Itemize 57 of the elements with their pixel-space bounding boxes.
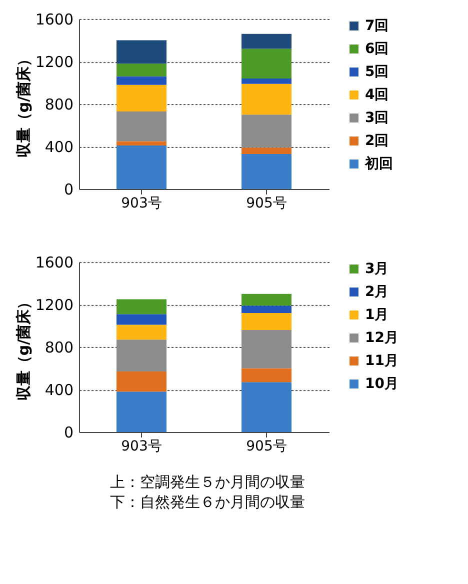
bar bbox=[242, 294, 292, 306]
x-tick-label: 905号 bbox=[246, 438, 287, 454]
legend-label: 初回 bbox=[364, 155, 393, 172]
bar bbox=[116, 76, 166, 85]
y-axis-title: 収量（g/菌床） bbox=[14, 51, 32, 158]
legend-label: 4回 bbox=[365, 87, 389, 103]
bar bbox=[242, 114, 292, 148]
bar bbox=[116, 340, 166, 372]
bar bbox=[116, 314, 166, 325]
bar bbox=[242, 148, 292, 154]
bar bbox=[116, 40, 166, 64]
legend-label: 1月 bbox=[365, 307, 389, 323]
bar bbox=[116, 371, 166, 392]
bar bbox=[116, 111, 166, 142]
legend-label: 5回 bbox=[365, 64, 389, 80]
bar bbox=[242, 306, 292, 313]
bar bbox=[116, 64, 166, 76]
legend-label: 7回 bbox=[365, 18, 389, 34]
y-tick-label: 1600 bbox=[35, 254, 74, 272]
bar bbox=[242, 382, 292, 432]
bar bbox=[242, 84, 292, 115]
text: 2月 bbox=[365, 284, 389, 300]
y-tick-label: 1600 bbox=[35, 10, 74, 28]
legend-label: 12月 bbox=[365, 330, 398, 346]
y-axis-title: 収量（g/菌床） bbox=[14, 294, 32, 401]
legend-label: 10月 bbox=[365, 376, 398, 392]
bar bbox=[116, 141, 166, 146]
y-tick-label: 1200 bbox=[35, 53, 74, 71]
y-tick-label: 400 bbox=[44, 138, 74, 156]
bar bbox=[242, 78, 292, 84]
bar bbox=[116, 299, 166, 314]
bar bbox=[116, 324, 166, 340]
bar bbox=[242, 330, 292, 368]
bar bbox=[242, 34, 292, 49]
bar bbox=[242, 154, 292, 189]
legend-label: 6回 bbox=[365, 41, 389, 57]
text: 3月 bbox=[365, 261, 389, 277]
y-tick-label: 1200 bbox=[35, 296, 74, 314]
bar bbox=[116, 84, 166, 112]
y-tick-label: 800 bbox=[44, 338, 74, 356]
text: 上：空調発生５か月間の収量 bbox=[110, 473, 305, 491]
y-tick-label: 800 bbox=[44, 96, 74, 114]
bar bbox=[116, 392, 166, 432]
bar bbox=[242, 313, 292, 330]
y-tick-label: 400 bbox=[44, 381, 74, 399]
bar bbox=[242, 368, 292, 382]
legend-label: 2回 bbox=[365, 133, 389, 149]
y-tick-label: 0 bbox=[64, 424, 74, 442]
bar bbox=[116, 145, 166, 189]
bar bbox=[242, 48, 292, 78]
legend-label: 11月 bbox=[365, 353, 398, 369]
y-tick-label: 0 bbox=[64, 180, 74, 198]
x-tick-label: 903号 bbox=[121, 438, 162, 454]
legend-label: 3回 bbox=[365, 110, 389, 126]
x-tick-label: 905号 bbox=[246, 196, 287, 212]
text: 下：自然発生６か月間の収量 bbox=[110, 493, 305, 511]
x-tick-label: 903号 bbox=[121, 196, 162, 212]
